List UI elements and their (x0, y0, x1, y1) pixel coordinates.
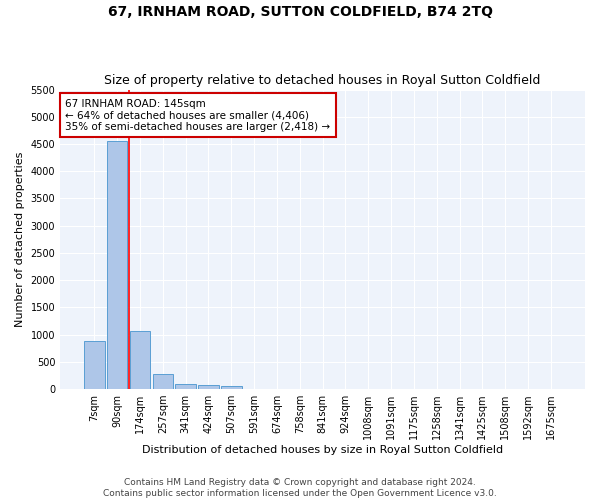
Bar (152, 374, 173, 389)
Title: Size of property relative to detached houses in Royal Sutton Coldfield: Size of property relative to detached ho… (104, 74, 541, 87)
Text: Contains HM Land Registry data © Crown copyright and database right 2024.
Contai: Contains HM Land Registry data © Crown c… (103, 478, 497, 498)
Y-axis label: Number of detached properties: Number of detached properties (15, 152, 25, 327)
Bar (175, 384, 196, 389)
Text: 67 IRNHAM ROAD: 145sqm
← 64% of detached houses are smaller (4,406)
35% of semi-: 67 IRNHAM ROAD: 145sqm ← 64% of detached… (65, 98, 331, 132)
Bar (84, 341, 104, 389)
Bar (221, 386, 242, 389)
Bar (107, 140, 127, 389)
Bar (198, 386, 219, 389)
Text: 67, IRNHAM ROAD, SUTTON COLDFIELD, B74 2TQ: 67, IRNHAM ROAD, SUTTON COLDFIELD, B74 2… (107, 5, 493, 19)
X-axis label: Distribution of detached houses by size in Royal Sutton Coldfield: Distribution of detached houses by size … (142, 445, 503, 455)
Bar (130, 332, 150, 389)
